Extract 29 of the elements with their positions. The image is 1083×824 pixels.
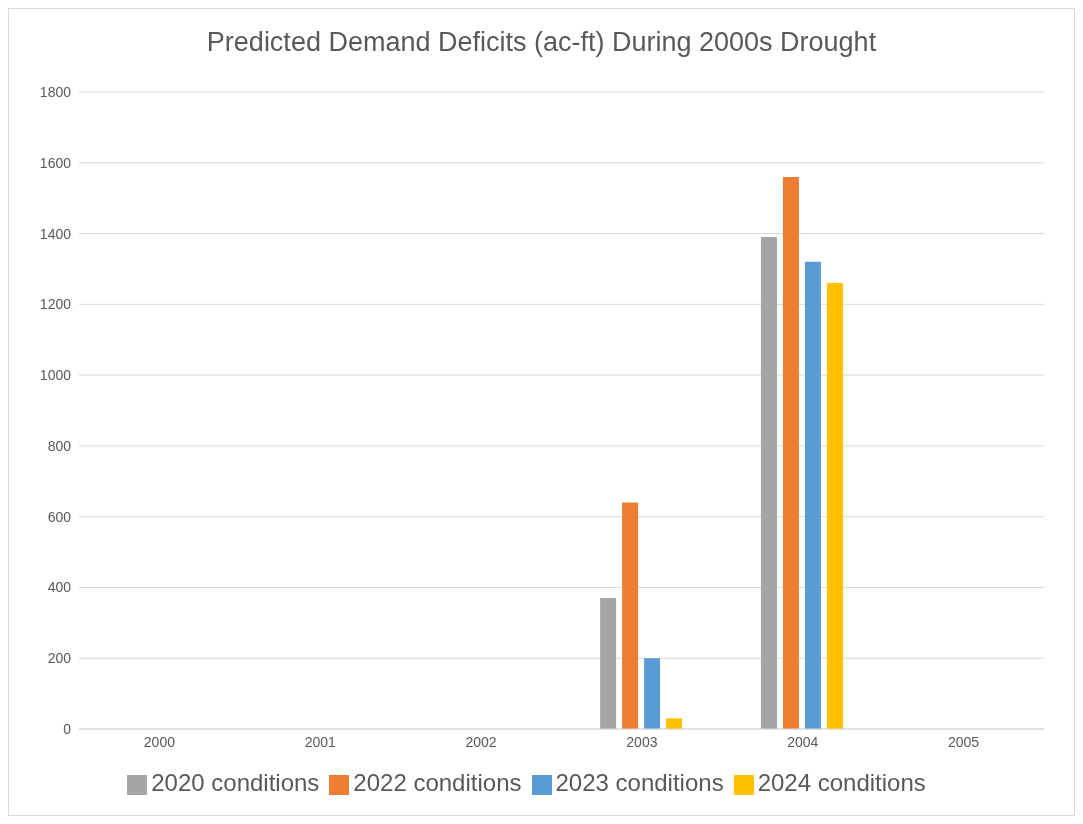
x-tick-label: 2003 (626, 733, 658, 750)
bar (622, 502, 639, 729)
y-tick-label: 200 (47, 650, 72, 667)
legend-label: 2022 conditions (353, 769, 522, 796)
bar (804, 261, 821, 729)
y-tick-label: 400 (47, 579, 72, 596)
y-tick-label: 1600 (39, 154, 72, 171)
bar (644, 658, 661, 729)
y-tick-label: 1400 (39, 225, 72, 242)
y-tick-label: 600 (47, 508, 72, 525)
y-tick-label: 1800 (39, 83, 72, 100)
legend-label: 2024 conditions (757, 769, 926, 796)
y-tick-label: 1000 (39, 367, 72, 384)
y-tick-label: 0 (63, 720, 72, 737)
bar (666, 718, 683, 729)
y-tick-label: 1200 (39, 296, 72, 313)
bar (826, 283, 843, 729)
x-tick-label: 2001 (304, 733, 337, 750)
bar (760, 237, 777, 729)
legend-label: 2020 conditions (151, 769, 320, 796)
x-tick-label: 2002 (465, 733, 497, 750)
chart-title: Predicted Demand Deficits (ac-ft) During 2000s Drought (205, 26, 878, 59)
bar (782, 176, 799, 729)
x-tick-label: 2004 (787, 733, 819, 750)
x-tick-label: 2005 (948, 733, 980, 750)
x-tick-label: 2000 (143, 733, 176, 750)
legend-label: 2023 conditions (555, 769, 724, 796)
y-tick-label: 800 (47, 437, 72, 454)
bar (600, 598, 617, 729)
